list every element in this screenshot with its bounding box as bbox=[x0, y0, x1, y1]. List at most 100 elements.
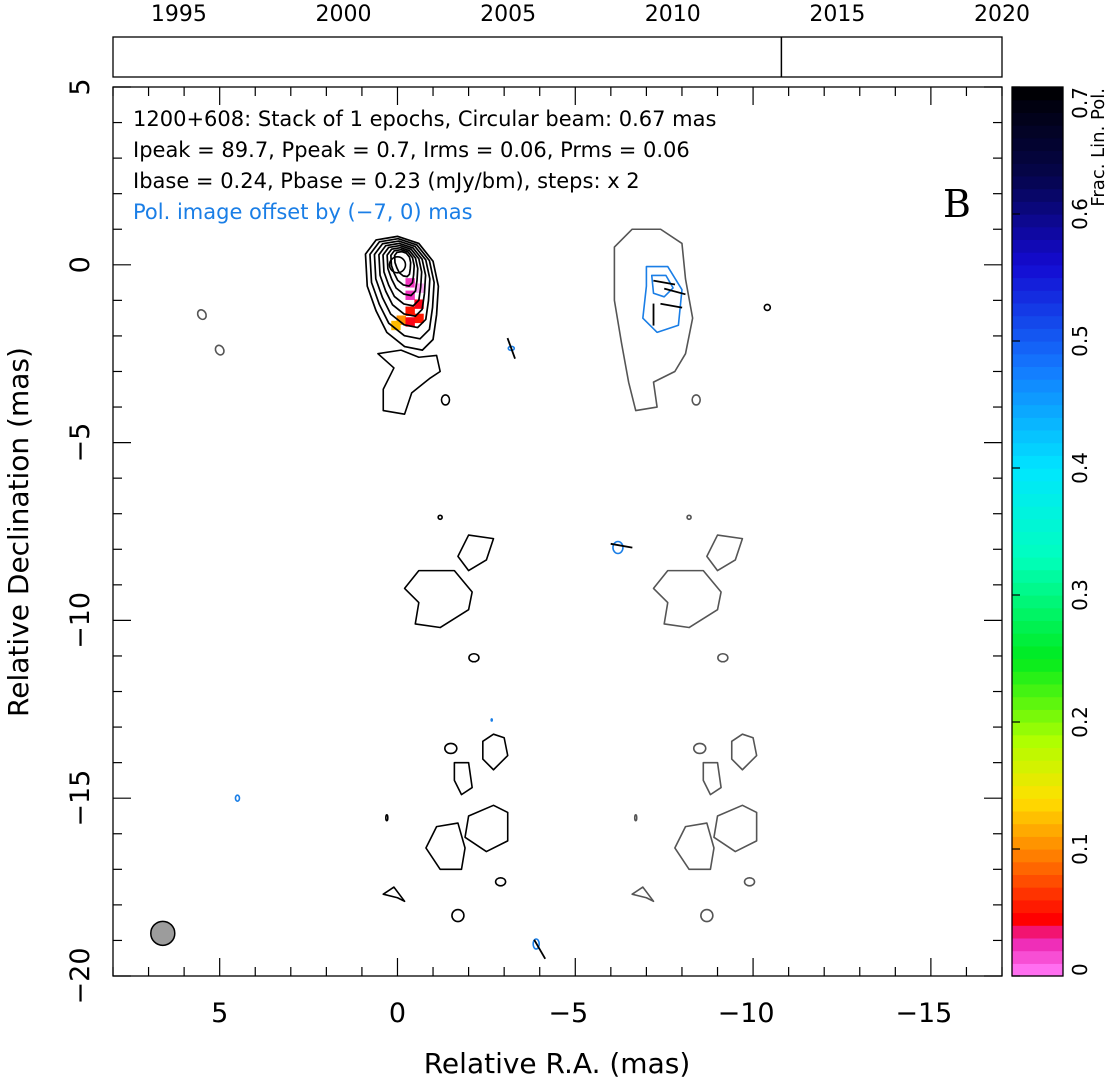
stokes-i-contour bbox=[453, 761, 473, 796]
colorbar-block bbox=[1012, 874, 1063, 888]
colorbar-block bbox=[1012, 417, 1063, 431]
frac-pol-pixel bbox=[391, 320, 401, 331]
small-contour bbox=[700, 908, 714, 923]
colorbar-block bbox=[1012, 442, 1063, 456]
colorbar-block bbox=[1012, 696, 1063, 710]
colorbar-block bbox=[1012, 937, 1063, 952]
frac-pol-pixel bbox=[396, 315, 406, 325]
stokes-i-contour bbox=[403, 569, 473, 629]
colorbar-tick-label: 0.6 bbox=[1068, 198, 1092, 230]
pol-intensity-contour bbox=[713, 804, 758, 853]
stokes-i-contour bbox=[369, 237, 435, 340]
small-contour bbox=[494, 876, 507, 887]
colorbar-block bbox=[1012, 963, 1063, 977]
evpa-tick bbox=[610, 542, 633, 549]
small-contour bbox=[468, 652, 480, 663]
colorbar-block bbox=[1012, 328, 1063, 342]
colorbar-block bbox=[1012, 899, 1063, 914]
colorbar-block bbox=[1012, 607, 1063, 621]
colorbar-tick-label: 0.5 bbox=[1068, 325, 1092, 357]
small-contour bbox=[214, 344, 225, 356]
colorbar-block bbox=[1012, 429, 1063, 444]
y-tick-label: −10 bbox=[65, 592, 96, 649]
axis-tick-labels: 5 0 −5 −10 −15 5 0 −5 −10 −15 −20 bbox=[65, 78, 952, 1029]
small-contour bbox=[444, 742, 458, 755]
stokes-i-contour bbox=[482, 733, 509, 771]
plot-frame bbox=[112, 86, 1003, 977]
timeline-year-label: 2020 bbox=[974, 2, 1030, 27]
colorbar-block bbox=[1012, 214, 1063, 228]
evpa-tick bbox=[660, 302, 683, 309]
colorbar-block bbox=[1012, 226, 1063, 240]
panel-letter: B bbox=[943, 182, 971, 226]
timeline-year-label: 2000 bbox=[315, 2, 371, 27]
colorbar-block bbox=[1012, 480, 1063, 494]
epoch-timeline: 1995 2000 2005 2010 2015 2020 bbox=[112, 2, 1030, 78]
y-tick-label: 5 bbox=[65, 78, 96, 95]
stokes-i-contour bbox=[390, 248, 416, 287]
stokes-i-contour bbox=[378, 242, 427, 318]
small-contour bbox=[385, 813, 389, 822]
colorbar-block bbox=[1012, 302, 1063, 317]
pol-intensity-contour bbox=[706, 534, 744, 572]
frac-pol-pixel bbox=[405, 306, 415, 316]
stokes-i-contour bbox=[464, 804, 509, 853]
x-axis-label: Relative R.A. (mas) bbox=[424, 1047, 691, 1080]
pol-offset-contour bbox=[642, 265, 683, 334]
x-tick-label: 0 bbox=[389, 998, 406, 1029]
axis-ticks bbox=[112, 86, 1003, 977]
stokes-i-contour bbox=[364, 235, 440, 351]
colorbar-block bbox=[1012, 722, 1063, 736]
colorbar-block bbox=[1012, 341, 1063, 355]
colorbar-frame bbox=[1011, 86, 1064, 977]
small-contour bbox=[717, 652, 729, 663]
pol-intensity-contour bbox=[652, 569, 722, 629]
colorbar-block bbox=[1012, 87, 1063, 101]
stokes-i-contour bbox=[457, 534, 495, 572]
stokes-i-contour bbox=[373, 240, 431, 329]
pol-intensity-contour bbox=[702, 761, 722, 796]
colorbar-block bbox=[1012, 353, 1063, 367]
y-tick-label: −20 bbox=[65, 948, 96, 1005]
colorbar-block bbox=[1012, 112, 1063, 126]
colorbar-block bbox=[1012, 861, 1063, 875]
colorbar-block bbox=[1012, 188, 1063, 202]
pol-intensity-contour bbox=[613, 228, 694, 412]
frac-pol-pixel bbox=[414, 299, 424, 309]
colorbar-block bbox=[1012, 823, 1063, 837]
colorbar-tick-label: 0.3 bbox=[1068, 579, 1092, 611]
colorbar-block bbox=[1012, 925, 1063, 939]
frac-pol-pixel bbox=[405, 278, 415, 288]
colorbar-block bbox=[1012, 810, 1063, 825]
colorbar-block bbox=[1012, 645, 1063, 660]
colorbar-label: Frac. Lin. Pol. bbox=[1088, 88, 1109, 207]
colorbar-block bbox=[1012, 315, 1063, 329]
timeline-year-label: 1995 bbox=[151, 2, 207, 27]
evpa-tick bbox=[653, 279, 676, 286]
colorbar-block bbox=[1012, 493, 1063, 507]
colorbar-tick-label: 0.2 bbox=[1068, 706, 1092, 738]
small-contour bbox=[437, 514, 443, 521]
colorbar-block bbox=[1012, 671, 1063, 685]
colorbar-block bbox=[1012, 798, 1063, 812]
small-contour bbox=[440, 394, 451, 406]
colorbar-block bbox=[1012, 175, 1063, 190]
colorbar-tick-label: 0.7 bbox=[1068, 87, 1092, 119]
colorbar-block bbox=[1012, 556, 1063, 571]
timeline-box bbox=[112, 36, 1003, 78]
timeline-year-label: 2015 bbox=[809, 2, 865, 27]
pol-intensity-contour bbox=[631, 886, 655, 903]
contour-layer bbox=[196, 228, 772, 950]
colorbar-block bbox=[1012, 379, 1063, 393]
colorbar-block bbox=[1012, 785, 1063, 799]
x-tick-label: −10 bbox=[718, 998, 775, 1029]
frac-pol-pixel bbox=[405, 317, 415, 327]
stokes-i-contour bbox=[425, 822, 466, 871]
pol-offset-contour bbox=[650, 274, 674, 298]
colorbar-block bbox=[1012, 455, 1063, 469]
header-line-1: 1200+608: Stack of 1 epochs, Circular be… bbox=[133, 107, 716, 131]
colorbar-tick-label: 0.4 bbox=[1068, 452, 1092, 484]
map-panel: 5 0 −5 −10 −15 5 0 −5 −10 −15 −20 1200+608: Stack … bbox=[2, 78, 1003, 1080]
colorbar-block bbox=[1012, 582, 1063, 596]
small-contour bbox=[743, 876, 756, 887]
